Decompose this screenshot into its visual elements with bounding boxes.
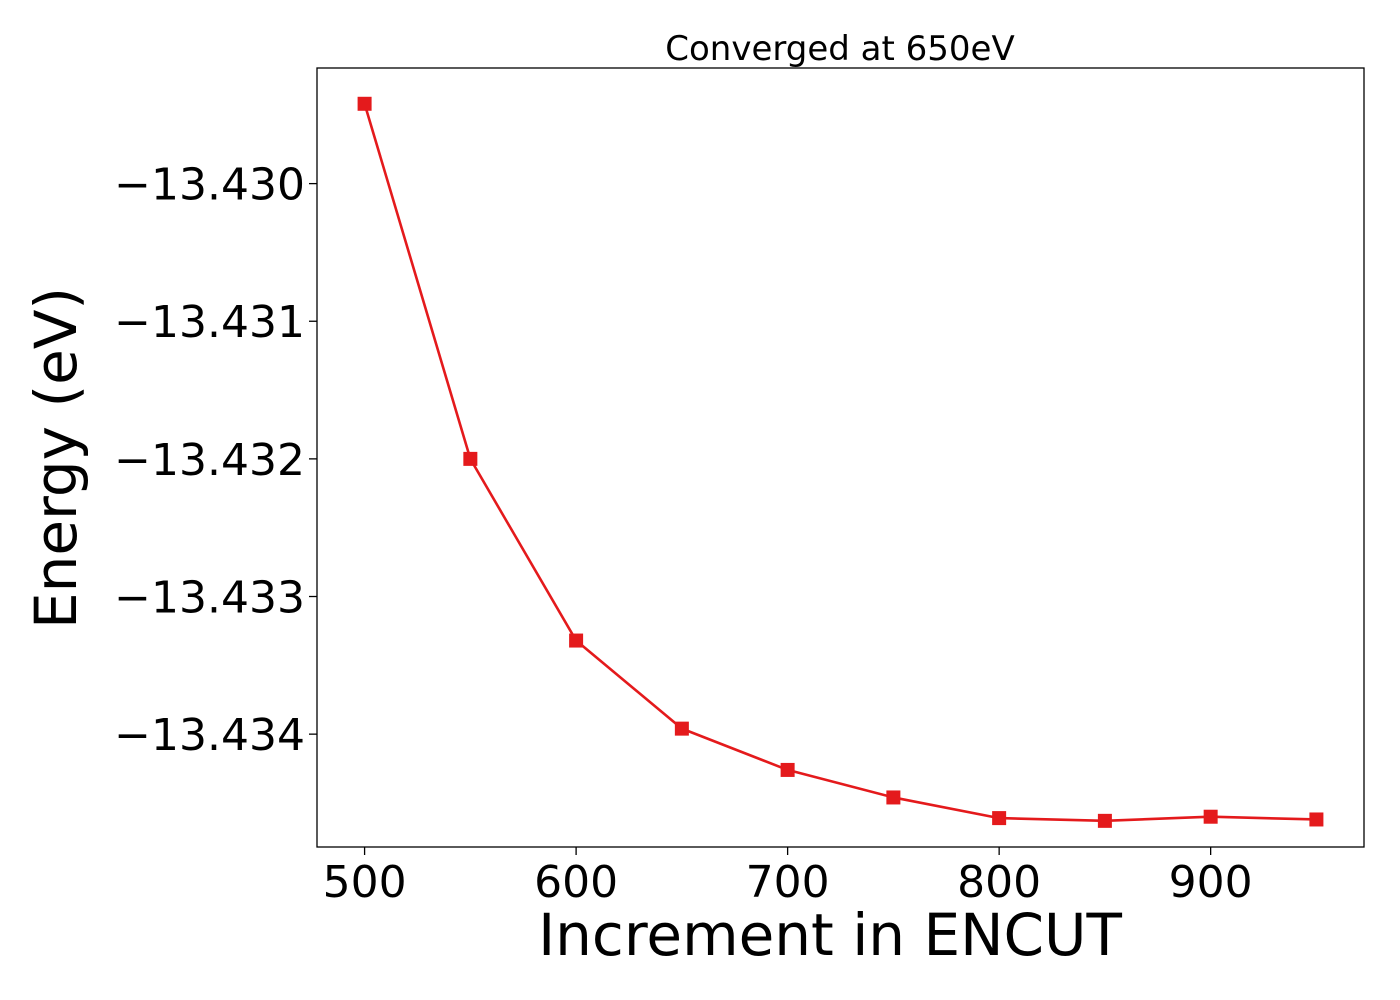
data-point-marker [463, 452, 477, 466]
data-point-marker [886, 790, 900, 804]
x-axis-label: Increment in ENCUT [538, 901, 1122, 969]
x-tick-label: 500 [323, 857, 407, 908]
data-point-marker [569, 634, 583, 648]
data-point-marker [675, 722, 689, 736]
y-tick-label: −13.430 [114, 160, 305, 211]
y-tick-label: −13.434 [114, 710, 305, 761]
y-axis-label: Energy (eV) [22, 287, 90, 629]
data-point-marker [1204, 810, 1218, 824]
data-point-marker [992, 811, 1006, 825]
data-point-marker [1309, 812, 1323, 826]
chart-title: Converged at 650eV [665, 29, 1014, 69]
data-point-marker [781, 763, 795, 777]
data-point-marker [1098, 814, 1112, 828]
data-point-marker [358, 97, 372, 111]
y-tick-label: −13.433 [114, 573, 305, 624]
y-tick-label: −13.431 [114, 297, 305, 348]
x-tick-label: 900 [1169, 857, 1253, 908]
y-tick-label: −13.432 [114, 435, 305, 486]
